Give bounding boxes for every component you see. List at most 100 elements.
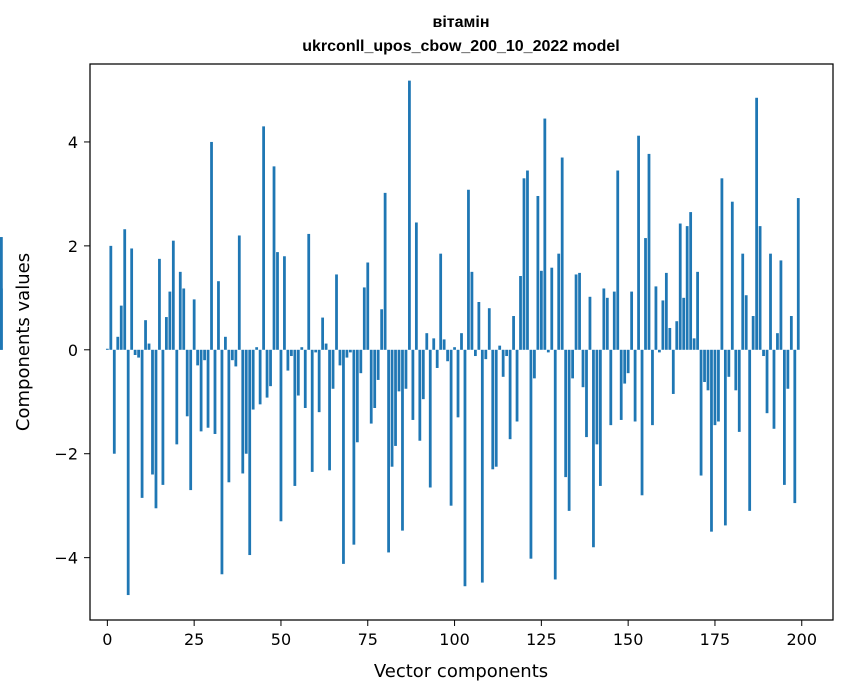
bar-component-153 bbox=[637, 135, 640, 350]
bar-component-43 bbox=[255, 347, 259, 350]
bar-component-25 bbox=[192, 299, 196, 350]
bar-component-105 bbox=[470, 271, 474, 350]
bar-component-167 bbox=[685, 226, 689, 350]
bar-component-97 bbox=[442, 339, 446, 350]
bar-component-146 bbox=[612, 291, 616, 350]
bar-component-125 bbox=[539, 270, 543, 350]
bar-component-138 bbox=[585, 349, 588, 438]
bar-component-59 bbox=[310, 349, 314, 472]
bar-component-9 bbox=[137, 349, 140, 358]
bar-component-12 bbox=[147, 343, 151, 350]
bar-component-198 bbox=[793, 349, 797, 504]
bar-component-127 bbox=[546, 349, 550, 353]
bar-component-39 bbox=[241, 349, 245, 474]
x-tick-label: 200 bbox=[786, 630, 817, 649]
bar-component-169 bbox=[692, 338, 696, 350]
x-tick-label: 150 bbox=[613, 630, 644, 649]
bar-component-118 bbox=[515, 349, 519, 422]
bar-component-106 bbox=[474, 349, 477, 357]
bar-component-143 bbox=[602, 288, 606, 350]
bar-component-184 bbox=[744, 295, 748, 350]
bar-component-113 bbox=[498, 345, 502, 350]
bar-component-179 bbox=[727, 349, 731, 377]
bar-component-37 bbox=[234, 349, 238, 367]
bar-component-22 bbox=[182, 288, 186, 350]
bar-component-142 bbox=[598, 349, 602, 486]
bar-component-102 bbox=[460, 333, 463, 350]
bar-component-92 bbox=[425, 333, 429, 350]
chart-title: вітамін bbox=[433, 14, 490, 31]
plot-area-frame bbox=[89, 63, 834, 621]
bar-component-111 bbox=[491, 349, 495, 470]
bar-component-178 bbox=[723, 349, 727, 526]
x-tick-label: 50 bbox=[271, 630, 291, 649]
bar-component-145 bbox=[609, 349, 613, 426]
bar-component-45 bbox=[262, 126, 265, 350]
bar-component-108 bbox=[480, 349, 484, 583]
bar-component-152 bbox=[633, 349, 637, 422]
bar-component-98 bbox=[446, 349, 449, 362]
bar-component-99 bbox=[449, 349, 453, 506]
bar-component-15 bbox=[158, 258, 161, 350]
bar-component-77 bbox=[373, 349, 377, 408]
bar-component-24 bbox=[189, 349, 193, 491]
bar-component-32 bbox=[217, 281, 220, 350]
bar-component-1 bbox=[109, 245, 113, 350]
bar-component-66 bbox=[335, 274, 338, 350]
bar-component-53 bbox=[289, 349, 293, 357]
bar-component-85 bbox=[401, 349, 404, 531]
bar-component-124 bbox=[536, 195, 540, 350]
bar-component-0 bbox=[105, 348, 109, 350]
bar-component-109 bbox=[484, 349, 488, 360]
bar-component-16 bbox=[161, 349, 165, 485]
bar-component-144 bbox=[605, 297, 609, 350]
bar-component-140 bbox=[592, 349, 595, 548]
bar-component-93 bbox=[428, 349, 432, 488]
bar-component-78 bbox=[376, 349, 380, 380]
bar-component-95 bbox=[435, 349, 439, 368]
bar-component-68 bbox=[342, 349, 345, 564]
bar-component-47 bbox=[269, 349, 272, 387]
bar-component-87 bbox=[408, 80, 411, 350]
bar-component-196 bbox=[786, 349, 790, 389]
bar-component-3 bbox=[116, 336, 120, 350]
bar-component-52 bbox=[286, 349, 290, 371]
bar-component-110 bbox=[487, 308, 491, 350]
bar-component-115 bbox=[505, 349, 509, 357]
bar-component-132 bbox=[564, 349, 568, 478]
bar-component-131 bbox=[560, 157, 564, 350]
bar-component-42 bbox=[251, 349, 255, 410]
bar-component-62 bbox=[321, 317, 325, 350]
bar-component-194 bbox=[779, 260, 783, 350]
bar-component-17 bbox=[164, 317, 168, 350]
bar-component-20 bbox=[175, 349, 179, 445]
bar-component-5 bbox=[123, 229, 127, 350]
bar-component-50 bbox=[279, 349, 283, 522]
y-tick-label: 2 bbox=[68, 237, 78, 256]
bar-component-undefined bbox=[0, 288, 3, 350]
bar-component-29 bbox=[206, 349, 210, 428]
bar-component-21 bbox=[178, 271, 182, 350]
bar-component-188 bbox=[758, 226, 762, 350]
bar-component-141 bbox=[595, 349, 599, 445]
bar-component-101 bbox=[456, 349, 460, 418]
x-tick-label: 75 bbox=[358, 630, 378, 649]
bar-component-48 bbox=[272, 166, 276, 350]
bar-component-13 bbox=[151, 349, 154, 475]
bar-component-148 bbox=[619, 349, 623, 420]
bar-series bbox=[0, 80, 800, 596]
bar-component-129 bbox=[553, 349, 557, 580]
bar-component-60 bbox=[314, 349, 318, 353]
bar-component-71 bbox=[352, 349, 356, 545]
bar-component-139 bbox=[588, 296, 592, 350]
x-tick-label: 100 bbox=[439, 630, 470, 649]
bar-component-112 bbox=[494, 349, 498, 467]
bar-component-6 bbox=[126, 349, 130, 596]
bar-component-192 bbox=[772, 349, 776, 429]
bar-component-4 bbox=[119, 305, 123, 350]
bar-component-58 bbox=[307, 233, 311, 350]
bar-component-40 bbox=[244, 349, 248, 454]
bar-component-33 bbox=[220, 349, 224, 575]
bar-component-162 bbox=[668, 327, 672, 350]
bar-component-122 bbox=[529, 349, 533, 559]
